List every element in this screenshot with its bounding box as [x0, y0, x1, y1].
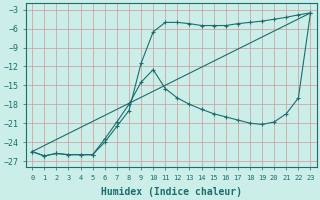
X-axis label: Humidex (Indice chaleur): Humidex (Indice chaleur)	[101, 186, 242, 197]
